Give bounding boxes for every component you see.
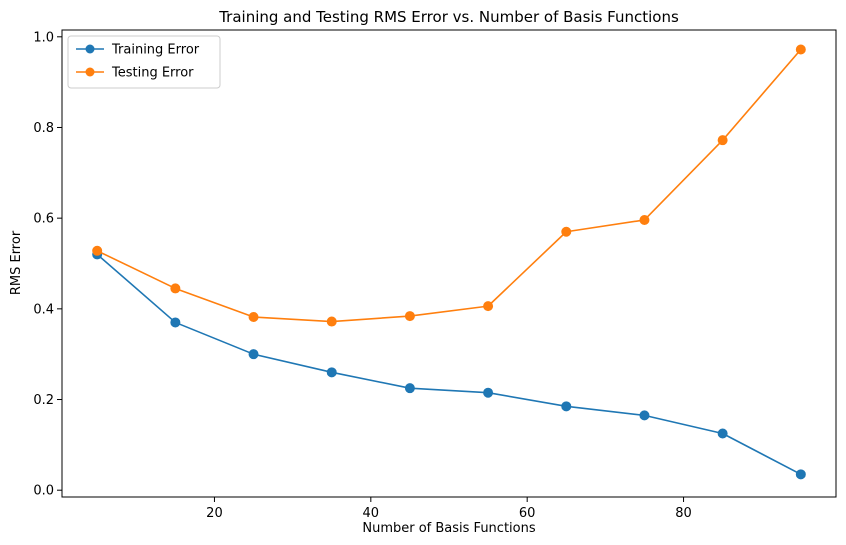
y-tick-label: 0.8 [33,121,54,136]
training-error-point [248,349,259,360]
testing-error-point [561,226,572,237]
training-error-point [483,387,494,398]
chart-title: Training and Testing RMS Error vs. Numbe… [218,8,679,26]
y-tick-label: 0.0 [33,484,54,499]
x-axis-label: Number of Basis Functions [362,521,535,536]
training-error-line [96,253,802,476]
legend-box [67,35,221,89]
legend-label-training-error: Training Error [111,43,200,58]
x-tick-label: 40 [363,506,380,521]
training-error-point [326,367,337,378]
testing-error-point [717,135,728,146]
training-error-point [795,469,806,480]
legend: Training Error Testing Error [67,35,221,89]
y-axis-label: RMS Error [9,230,24,295]
testing-error-point [483,301,494,312]
testing-error-point [326,316,337,327]
y-tick-label: 1.0 [33,30,54,45]
legend-swatch-marker-training-error [85,44,95,54]
training-error-point [639,410,650,421]
testing-error-line [96,48,802,323]
testing-error-point [639,214,650,225]
testing-error-point [92,245,103,256]
legend-label-testing-error: Testing Error [111,66,194,81]
testing-error-point [248,312,259,323]
x-tick-label: 60 [519,506,536,521]
y-tick-label: 0.2 [33,393,54,408]
plot-frame [61,29,837,498]
training-error-point [404,383,415,394]
legend-swatch-marker-testing-error [85,67,95,77]
training-error-point [561,401,572,412]
y-tick-label: 0.4 [33,302,54,317]
y-tick-label: 0.6 [33,212,54,227]
testing-error-point [795,44,806,55]
testing-error-point [404,311,415,322]
training-error-point [170,317,181,328]
testing-error-point [170,283,181,294]
plot-area: 20 40 60 80 0.0 0.2 0.4 0.6 0.8 1.0 [33,29,837,521]
x-tick-label: 80 [675,506,692,521]
training-error-point [717,428,728,439]
x-tick-label: 20 [206,506,223,521]
